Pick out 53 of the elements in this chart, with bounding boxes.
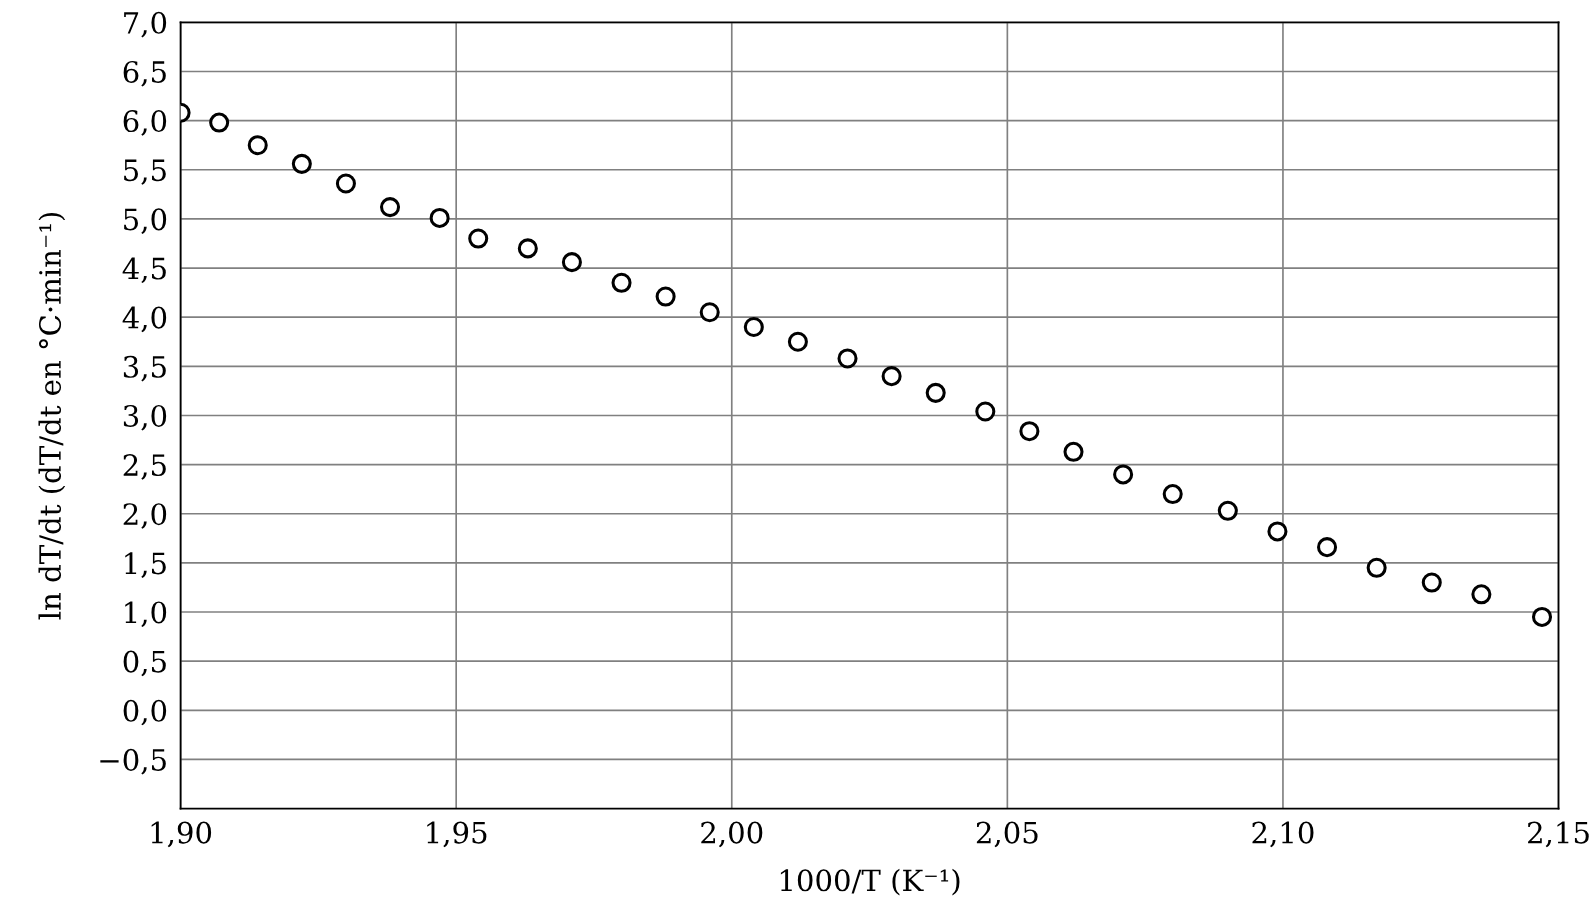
point <box>837 348 858 369</box>
point <box>335 173 356 194</box>
y-tick-label: 3,0 <box>123 404 167 431</box>
y-tick-label: 0,0 <box>123 699 167 726</box>
point <box>209 112 230 133</box>
y-tick-label: 2,0 <box>123 503 167 529</box>
y-tick-label: −0,5 <box>100 748 166 775</box>
point <box>699 302 720 323</box>
x-tick-label: 1,95 <box>427 821 487 848</box>
x-axis-title: 1000/T (K⁻¹) <box>780 868 960 896</box>
point <box>1113 464 1134 485</box>
point <box>247 135 268 156</box>
x-tick-label: 2,05 <box>976 821 1038 848</box>
point <box>1063 441 1084 462</box>
point <box>1531 606 1553 627</box>
point <box>1366 557 1387 578</box>
point <box>925 382 946 403</box>
point <box>1267 521 1288 542</box>
point <box>1471 584 1492 605</box>
x-tick-label: 1,90 <box>151 821 212 848</box>
y-tick-label: 6,5 <box>123 60 166 87</box>
point <box>787 331 808 352</box>
point <box>561 252 582 273</box>
point <box>379 197 401 218</box>
point <box>1317 537 1338 558</box>
point <box>517 238 538 259</box>
point <box>429 207 450 228</box>
y-tick-label: 5,5 <box>124 159 166 185</box>
point <box>611 272 632 293</box>
point <box>1421 572 1442 593</box>
x-tick-label: 2,00 <box>701 821 763 848</box>
y-tick-label: 2,5 <box>123 454 166 480</box>
point <box>468 228 489 249</box>
x-tick-label: 2,15 <box>1528 821 1589 848</box>
y-axis-title: ln dT/dt (dT/dt en °C·min⁻¹) <box>38 212 66 620</box>
point <box>881 366 902 387</box>
point <box>743 316 764 338</box>
point <box>975 401 996 422</box>
point <box>1019 421 1040 442</box>
point <box>1217 500 1238 521</box>
point <box>655 286 676 307</box>
point <box>1162 484 1183 505</box>
y-tick-label: 7,0 <box>124 11 167 38</box>
y-tick-label: 5,0 <box>124 208 167 234</box>
y-tick-label: 4,5 <box>122 257 166 284</box>
y-tick-label: 0,5 <box>123 650 166 677</box>
x-tick-label: 2,10 <box>1252 821 1314 848</box>
y-tick-label: 4,0 <box>122 306 167 333</box>
y-tick-label: 1,0 <box>125 601 167 628</box>
y-tick-label: 6,0 <box>123 110 167 136</box>
y-tick-label: 1,5 <box>125 552 166 578</box>
point <box>291 153 312 174</box>
y-tick-label: 3,5 <box>123 355 166 382</box>
